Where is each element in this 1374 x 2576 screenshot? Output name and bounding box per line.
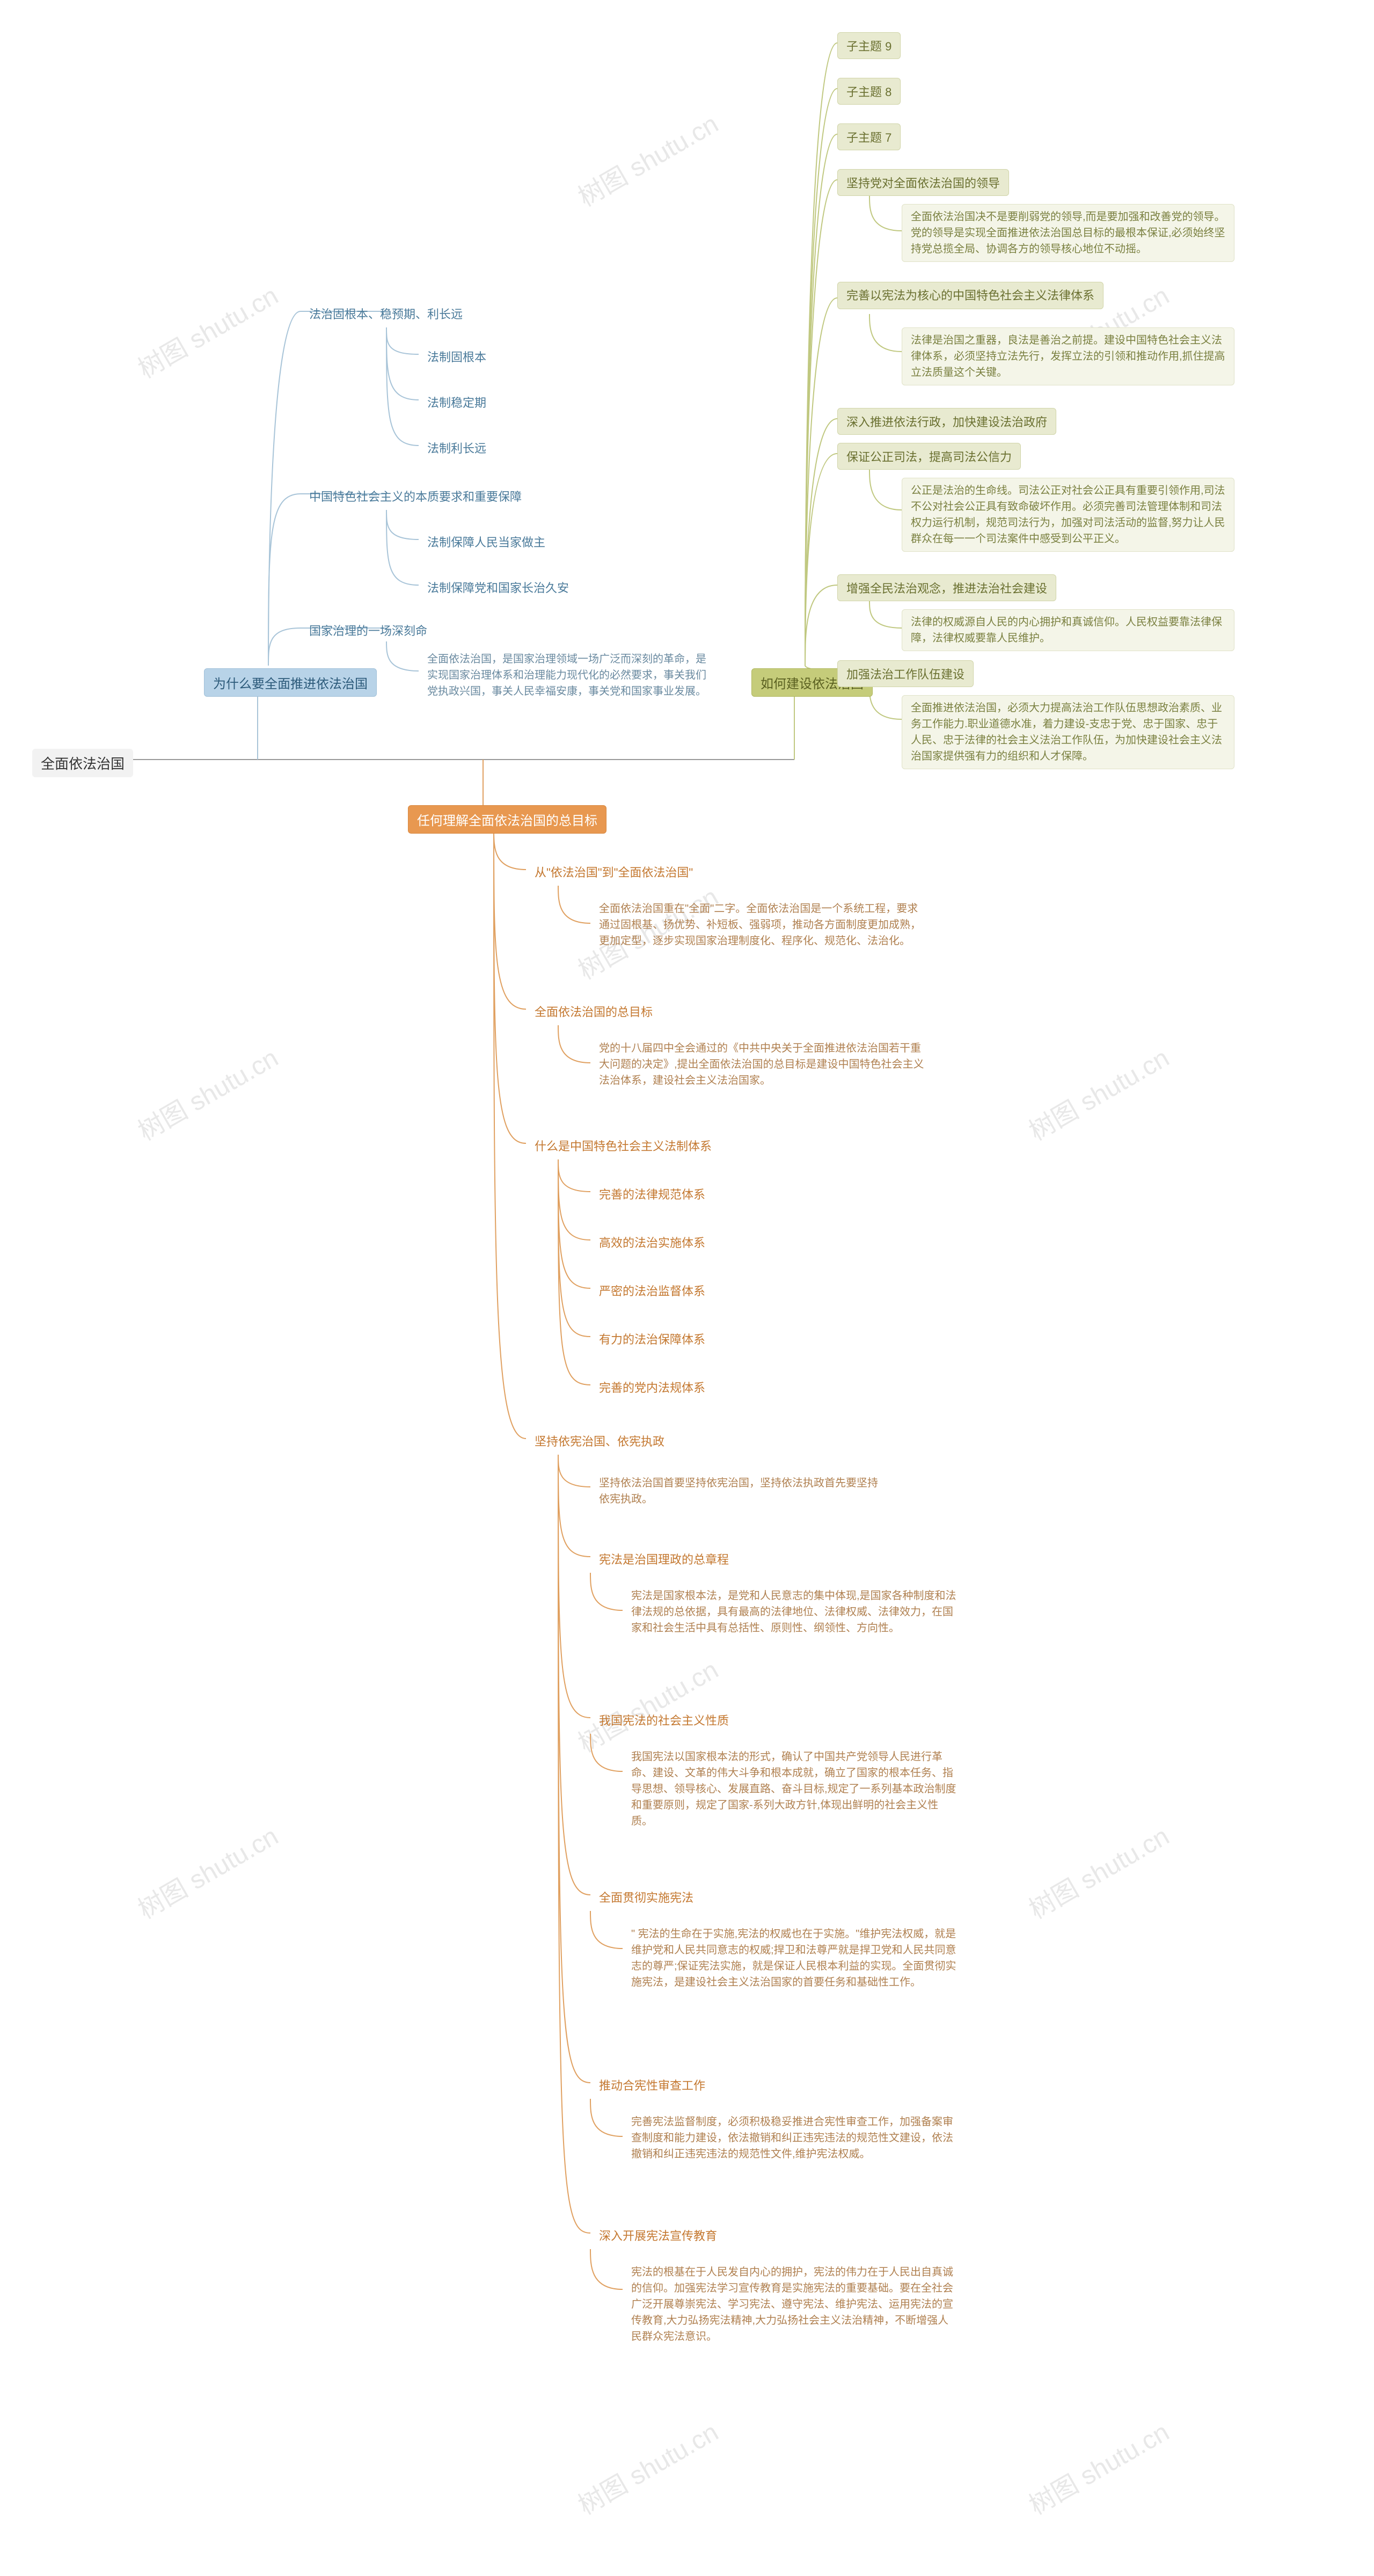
- orange-n4ddesc: " 宪法的生命在于实施,宪法的权威也在于实施。"维护宪法权威，就是维护党和人民共…: [623, 1922, 966, 1995]
- watermark: 树图 shutu.cn: [1021, 1815, 1175, 1926]
- blue-n1b[interactable]: 法制稳定期: [419, 389, 495, 415]
- blue-n2a[interactable]: 法制保障人民当家做主: [419, 529, 554, 554]
- blue-n1a[interactable]: 法制固根本: [419, 344, 495, 369]
- blue-n2b[interactable]: 法制保障党和国家长治久安: [419, 574, 578, 600]
- orange-n3a[interactable]: 完善的法律规范体系: [590, 1181, 714, 1207]
- olive-n1[interactable]: 坚持党对全面依法治国的领导: [837, 169, 1009, 196]
- olive-t7[interactable]: 子主题 7: [837, 123, 901, 150]
- blue-n1c[interactable]: 法制利长远: [419, 435, 495, 461]
- orange-n1[interactable]: 从"依法治国"到"全面依法治国": [526, 859, 701, 885]
- olive-n6desc: 全面推进依法治国，必须大力提高法治工作队伍思想政治素质、业务工作能力.职业道德水…: [902, 695, 1234, 769]
- orange-n3d[interactable]: 有力的法治保障体系: [590, 1326, 714, 1352]
- watermark: 树图 shutu.cn: [130, 275, 284, 385]
- orange-header[interactable]: 任何理解全面依法治国的总目标: [408, 805, 606, 834]
- orange-n4d[interactable]: 全面贯彻实施宪法: [590, 1884, 702, 1910]
- orange-n4[interactable]: 坚持依宪治国、依宪执政: [526, 1428, 673, 1454]
- blue-n3[interactable]: 国家治理的一场深刻命: [301, 617, 436, 643]
- orange-n4f[interactable]: 深入开展宪法宣传教育: [590, 2222, 726, 2248]
- olive-n1desc: 全面依法治国决不是要削弱党的领导,而是要加强和改善党的领导。党的领导是实现全面推…: [902, 204, 1234, 262]
- blue-header[interactable]: 为什么要全面推进依法治国: [204, 668, 377, 697]
- root-node[interactable]: 全面依法治国: [32, 749, 133, 777]
- orange-n4fdesc: 宪法的根基在于人民发自内心的拥护，宪法的伟力在于人民出自真诚的信仰。加强宪法学习…: [623, 2260, 966, 2349]
- olive-n2[interactable]: 完善以宪法为核心的中国特色社会主义法律体系: [837, 282, 1103, 309]
- orange-n4edesc: 完善宪法监督制度，必须积极稳妥推进合宪性审查工作，加强备案审查制度和能力建设，依…: [623, 2110, 966, 2166]
- orange-n1desc: 全面依法治国重在"全面"二字。全面依法治国是一个系统工程，要求通过固根基、扬优势…: [590, 896, 934, 953]
- olive-n2desc: 法律是治国之重器，良法是善治之前提。建设中国特色社会主义法律体系，必须坚持立法先…: [902, 327, 1234, 385]
- orange-n4e[interactable]: 推动合宪性审查工作: [590, 2072, 714, 2098]
- watermark: 树图 shutu.cn: [130, 1815, 284, 1926]
- olive-t9[interactable]: 子主题 9: [837, 32, 901, 59]
- blue-n3desc: 全面依法治国，是国家治理领域一场广泛而深刻的革命，是实现国家治理体系和治理能力现…: [419, 647, 719, 704]
- orange-n3c[interactable]: 严密的法治监督体系: [590, 1278, 714, 1303]
- orange-n4bdesc: 宪法是国家根本法，是党和人民意志的集中体现,是国家各种制度和法律法规的总依据，具…: [623, 1583, 966, 1640]
- orange-n4cdesc: 我国宪法以国家根本法的形式，确认了中国共产党领导人民进行革命、建设、文革的伟大斗…: [623, 1745, 966, 1834]
- watermark: 树图 shutu.cn: [570, 2411, 724, 2522]
- watermark: 树图 shutu.cn: [1021, 2411, 1175, 2522]
- watermark: 树图 shutu.cn: [570, 103, 724, 214]
- orange-n3b[interactable]: 高效的法治实施体系: [590, 1229, 714, 1255]
- olive-n4[interactable]: 保证公正司法，提高司法公信力: [837, 443, 1021, 470]
- olive-t8[interactable]: 子主题 8: [837, 78, 901, 105]
- orange-n4c[interactable]: 我国宪法的社会主义性质: [590, 1707, 737, 1733]
- olive-n6[interactable]: 加强法治工作队伍建设: [837, 660, 974, 687]
- olive-n5[interactable]: 增强全民法治观念，推进法治社会建设: [837, 574, 1056, 601]
- olive-n5desc: 法律的权威源自人民的内心拥护和真诚信仰。人民权益要靠法律保障，法律权威要靠人民维…: [902, 609, 1234, 651]
- orange-n3[interactable]: 什么是中国特色社会主义法制体系: [526, 1133, 720, 1158]
- watermark: 树图 shutu.cn: [1021, 1037, 1175, 1148]
- olive-n3[interactable]: 深入推进依法行政，加快建设法治政府: [837, 408, 1056, 435]
- orange-n3e[interactable]: 完善的党内法规体系: [590, 1374, 714, 1400]
- orange-n4b[interactable]: 宪法是治国理政的总章程: [590, 1546, 737, 1572]
- orange-n2[interactable]: 全面依法治国的总目标: [526, 998, 661, 1024]
- orange-n4a: 坚持依法治国首要坚持依宪治国，坚持依法执政首先要坚持依宪执政。: [590, 1471, 891, 1512]
- watermark: 树图 shutu.cn: [570, 1649, 724, 1760]
- olive-n4desc: 公正是法治的生命线。司法公正对社会公正具有重要引领作用,司法不公对社会公正具有致…: [902, 478, 1234, 552]
- watermark: 树图 shutu.cn: [130, 1037, 284, 1148]
- blue-n1[interactable]: 法治固根本、稳预期、利长远: [301, 301, 471, 326]
- orange-n2desc: 党的十八届四中全会通过的《中共中央关于全面推进依法治国若干重大问题的决定》,提出…: [590, 1036, 934, 1093]
- blue-n2[interactable]: 中国特色社会主义的本质要求和重要保障: [301, 483, 530, 509]
